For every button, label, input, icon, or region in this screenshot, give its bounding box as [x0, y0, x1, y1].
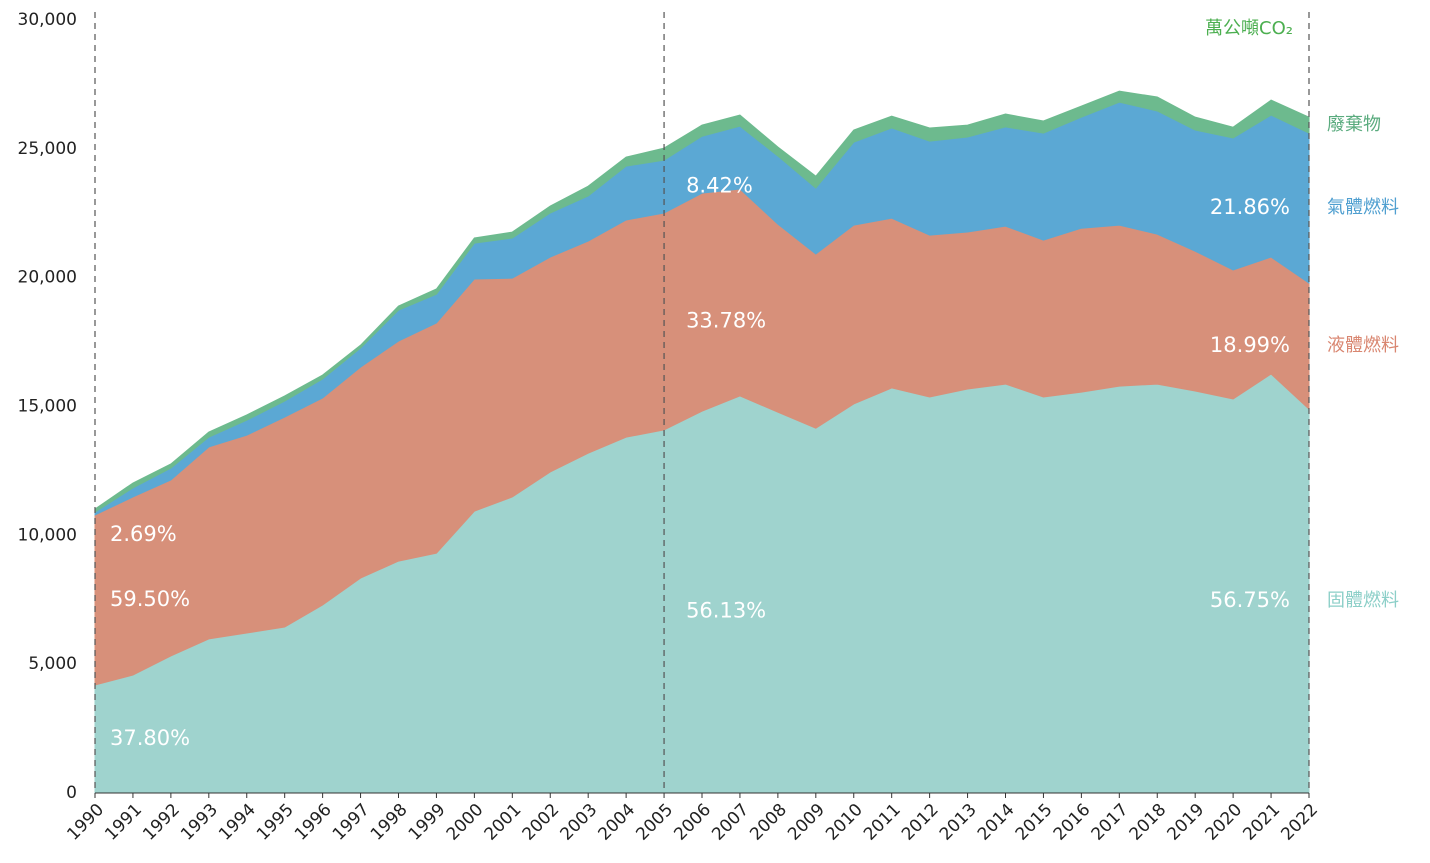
annotation: 59.50%: [110, 587, 190, 611]
x-tick-label: 2004: [594, 800, 639, 845]
x-tick-label: 1999: [405, 800, 450, 845]
x-tick-label: 2009: [784, 800, 829, 845]
x-tick-label: 1993: [177, 800, 222, 845]
x-tick-label: 2011: [860, 800, 905, 845]
legend-label: 液體燃料: [1327, 335, 1399, 356]
annotation: 2.69%: [110, 522, 177, 546]
x-tick-label: 1990: [63, 800, 108, 845]
x-tick-label: 2002: [519, 800, 564, 845]
x-tick-label: 2006: [670, 800, 715, 845]
legend-label: 廢棄物: [1327, 114, 1381, 135]
unit-label: 萬公噸CO₂: [1205, 18, 1293, 39]
x-tick-label: 1998: [367, 800, 412, 845]
annotation: 8.42%: [686, 174, 753, 198]
x-tick-label: 2022: [1277, 800, 1322, 845]
y-tick-label: 20,000: [18, 268, 77, 288]
x-tick-label: 2020: [1201, 800, 1246, 845]
x-tick-label: 2007: [708, 800, 753, 845]
x-tick-label: 2015: [1012, 800, 1057, 845]
annotation: 56.13%: [686, 598, 766, 622]
x-tick-label: 1994: [215, 800, 260, 845]
y-tick-label: 30,000: [18, 10, 77, 30]
x-tick-label: 1996: [291, 800, 336, 845]
x-tick-label: 2018: [1126, 800, 1171, 845]
x-tick-label: 2013: [936, 800, 981, 845]
y-tick-label: 5,000: [28, 654, 77, 674]
x-tick-label: 1991: [101, 800, 146, 845]
annotation: 37.80%: [110, 726, 190, 750]
x-tick-label: 2014: [974, 800, 1019, 845]
x-tick-label: 2008: [746, 800, 791, 845]
legend-label: 固體燃料: [1327, 590, 1399, 611]
x-tick-label: 2017: [1088, 800, 1133, 845]
x-tick-label: 2021: [1239, 800, 1284, 845]
x-tick-label: 1992: [139, 800, 184, 845]
x-tick-label: 2019: [1164, 800, 1209, 845]
legend-label: 氣體燃料: [1327, 197, 1399, 218]
x-tick-label: 2001: [481, 800, 526, 845]
x-tick-label: 2010: [822, 800, 867, 845]
annotation: 33.78%: [686, 308, 766, 332]
x-tick-label: 2012: [898, 800, 943, 845]
annotation: 21.86%: [1210, 195, 1290, 219]
y-tick-label: 25,000: [18, 139, 77, 159]
x-tick-label: 1997: [329, 800, 374, 845]
x-tick-label: 2003: [557, 800, 602, 845]
y-tick-label: 10,000: [18, 525, 77, 545]
annotation: 56.75%: [1210, 588, 1290, 612]
y-tick-label: 0: [66, 783, 77, 803]
x-tick-label: 1995: [253, 800, 298, 845]
x-tick-label: 2016: [1050, 800, 1095, 845]
x-tick-label: 2005: [632, 800, 677, 845]
annotation: 18.99%: [1210, 333, 1290, 357]
x-tick-label: 2000: [443, 800, 488, 845]
y-tick-label: 15,000: [18, 397, 77, 417]
